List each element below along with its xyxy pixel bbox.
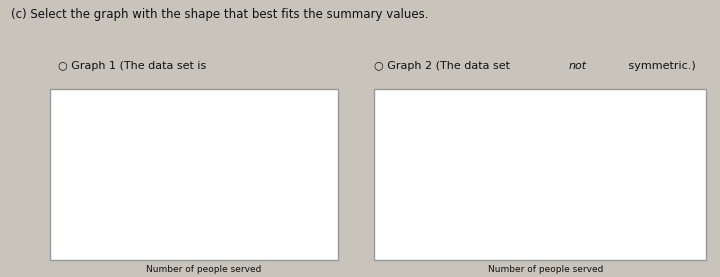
Bar [426,117,450,245]
Bar [171,175,199,245]
Bar [96,117,125,245]
Text: (c) Select the graph with the shape that best fits the summary values.: (c) Select the graph with the shape that… [11,8,428,21]
Bar [580,117,603,245]
Bar [610,117,634,245]
Text: ○ Graph 2 (The data set: ○ Graph 2 (The data set [374,61,514,71]
Bar [641,117,665,245]
Text: symmetric.): symmetric.) [626,61,696,71]
Bar [456,117,481,245]
Text: not: not [569,61,587,71]
Y-axis label: Number of tours: Number of tours [78,139,87,213]
Bar [282,226,311,245]
Y-axis label: Number of tours: Number of tours [410,139,418,213]
Text: ○ Graph 1 (The data set is: ○ Graph 1 (The data set is [58,61,210,71]
X-axis label: Number of people served: Number of people served [487,265,603,274]
Bar [133,140,162,245]
Bar [518,117,542,245]
X-axis label: Number of people served: Number of people served [145,265,261,274]
Bar [245,226,274,245]
Bar [549,117,572,245]
Bar [207,188,236,245]
Bar [487,117,511,245]
Text: ○ Graph 1 (The data set is: ○ Graph 1 (The data set is [58,61,210,71]
